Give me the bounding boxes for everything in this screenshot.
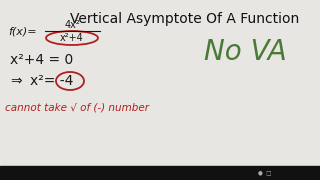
Text: ●  □: ● □ bbox=[258, 170, 272, 175]
Text: x²+4 = 0: x²+4 = 0 bbox=[10, 53, 73, 67]
Text: Vertical Asymptote Of A Function: Vertical Asymptote Of A Function bbox=[70, 12, 300, 26]
Text: x²+4: x²+4 bbox=[60, 33, 84, 43]
Text: f(x)=: f(x)= bbox=[8, 27, 36, 37]
Text: x²= -4: x²= -4 bbox=[30, 74, 73, 88]
FancyBboxPatch shape bbox=[0, 166, 320, 180]
Text: 4x²: 4x² bbox=[64, 20, 80, 30]
Text: cannot take √ of (-) number: cannot take √ of (-) number bbox=[5, 102, 149, 112]
Text: No VA: No VA bbox=[204, 38, 286, 66]
Text: ⇒: ⇒ bbox=[10, 74, 22, 88]
